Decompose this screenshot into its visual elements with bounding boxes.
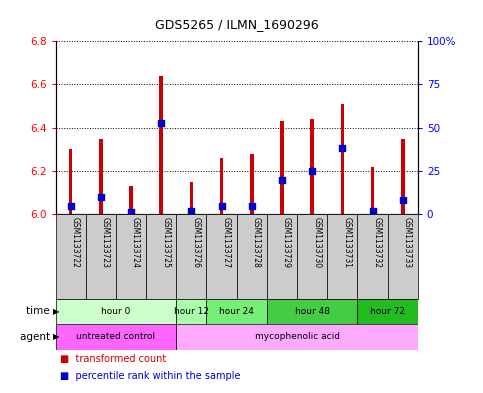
Bar: [56, 214, 86, 299]
Bar: [207, 299, 267, 324]
Text: GSM1133733: GSM1133733: [403, 217, 412, 268]
Text: GSM1133731: GSM1133731: [342, 217, 351, 268]
Bar: [129, 186, 133, 214]
Bar: [357, 214, 388, 299]
Text: GSM1133727: GSM1133727: [222, 217, 230, 268]
Text: ■  transformed count: ■ transformed count: [60, 354, 167, 364]
Text: GSM1133729: GSM1133729: [282, 217, 291, 268]
Text: ▶: ▶: [53, 307, 59, 316]
Bar: [220, 158, 223, 214]
Point: [97, 194, 105, 200]
Bar: [297, 214, 327, 299]
Bar: [267, 299, 357, 324]
Bar: [176, 214, 207, 299]
Point: [278, 176, 286, 183]
Point: [248, 202, 256, 209]
Text: GSM1133723: GSM1133723: [101, 217, 110, 268]
Text: mycophenolic acid: mycophenolic acid: [255, 332, 340, 342]
Point: [308, 168, 316, 174]
Text: GSM1133726: GSM1133726: [191, 217, 200, 268]
Bar: [311, 119, 314, 214]
Text: GDS5265 / ILMN_1690296: GDS5265 / ILMN_1690296: [155, 18, 318, 31]
Bar: [146, 214, 176, 299]
Bar: [341, 104, 344, 214]
Point: [157, 119, 165, 126]
Bar: [267, 214, 297, 299]
Bar: [189, 182, 193, 214]
Text: GSM1133725: GSM1133725: [161, 217, 170, 268]
Bar: [327, 214, 357, 299]
Text: hour 24: hour 24: [219, 307, 254, 316]
Text: untreated control: untreated control: [76, 332, 156, 342]
Point: [187, 208, 195, 214]
Bar: [280, 121, 284, 214]
Point: [127, 209, 135, 216]
Point: [218, 202, 226, 209]
Text: hour 12: hour 12: [174, 307, 209, 316]
Bar: [69, 149, 72, 214]
Text: GSM1133724: GSM1133724: [131, 217, 140, 268]
Text: ■  percentile rank within the sample: ■ percentile rank within the sample: [60, 371, 241, 381]
Text: ▶: ▶: [53, 332, 59, 342]
Bar: [116, 214, 146, 299]
Bar: [86, 214, 116, 299]
Text: GSM1133732: GSM1133732: [372, 217, 382, 268]
Text: hour 72: hour 72: [370, 307, 405, 316]
Point: [339, 145, 346, 152]
Bar: [56, 299, 176, 324]
Point: [67, 202, 74, 209]
Text: hour 48: hour 48: [295, 307, 329, 316]
Bar: [388, 214, 418, 299]
Text: time: time: [26, 307, 53, 316]
Text: hour 0: hour 0: [101, 307, 130, 316]
Bar: [237, 214, 267, 299]
Bar: [401, 138, 405, 214]
Bar: [56, 324, 176, 350]
Point: [369, 208, 376, 214]
Bar: [99, 138, 103, 214]
Bar: [159, 76, 163, 214]
Bar: [176, 299, 207, 324]
Bar: [207, 214, 237, 299]
Point: [399, 197, 407, 204]
Bar: [250, 154, 254, 214]
Bar: [176, 324, 418, 350]
Bar: [357, 299, 418, 324]
Text: GSM1133728: GSM1133728: [252, 217, 261, 268]
Text: GSM1133730: GSM1133730: [312, 217, 321, 268]
Text: agent: agent: [20, 332, 53, 342]
Text: GSM1133722: GSM1133722: [71, 217, 80, 268]
Bar: [371, 167, 374, 214]
